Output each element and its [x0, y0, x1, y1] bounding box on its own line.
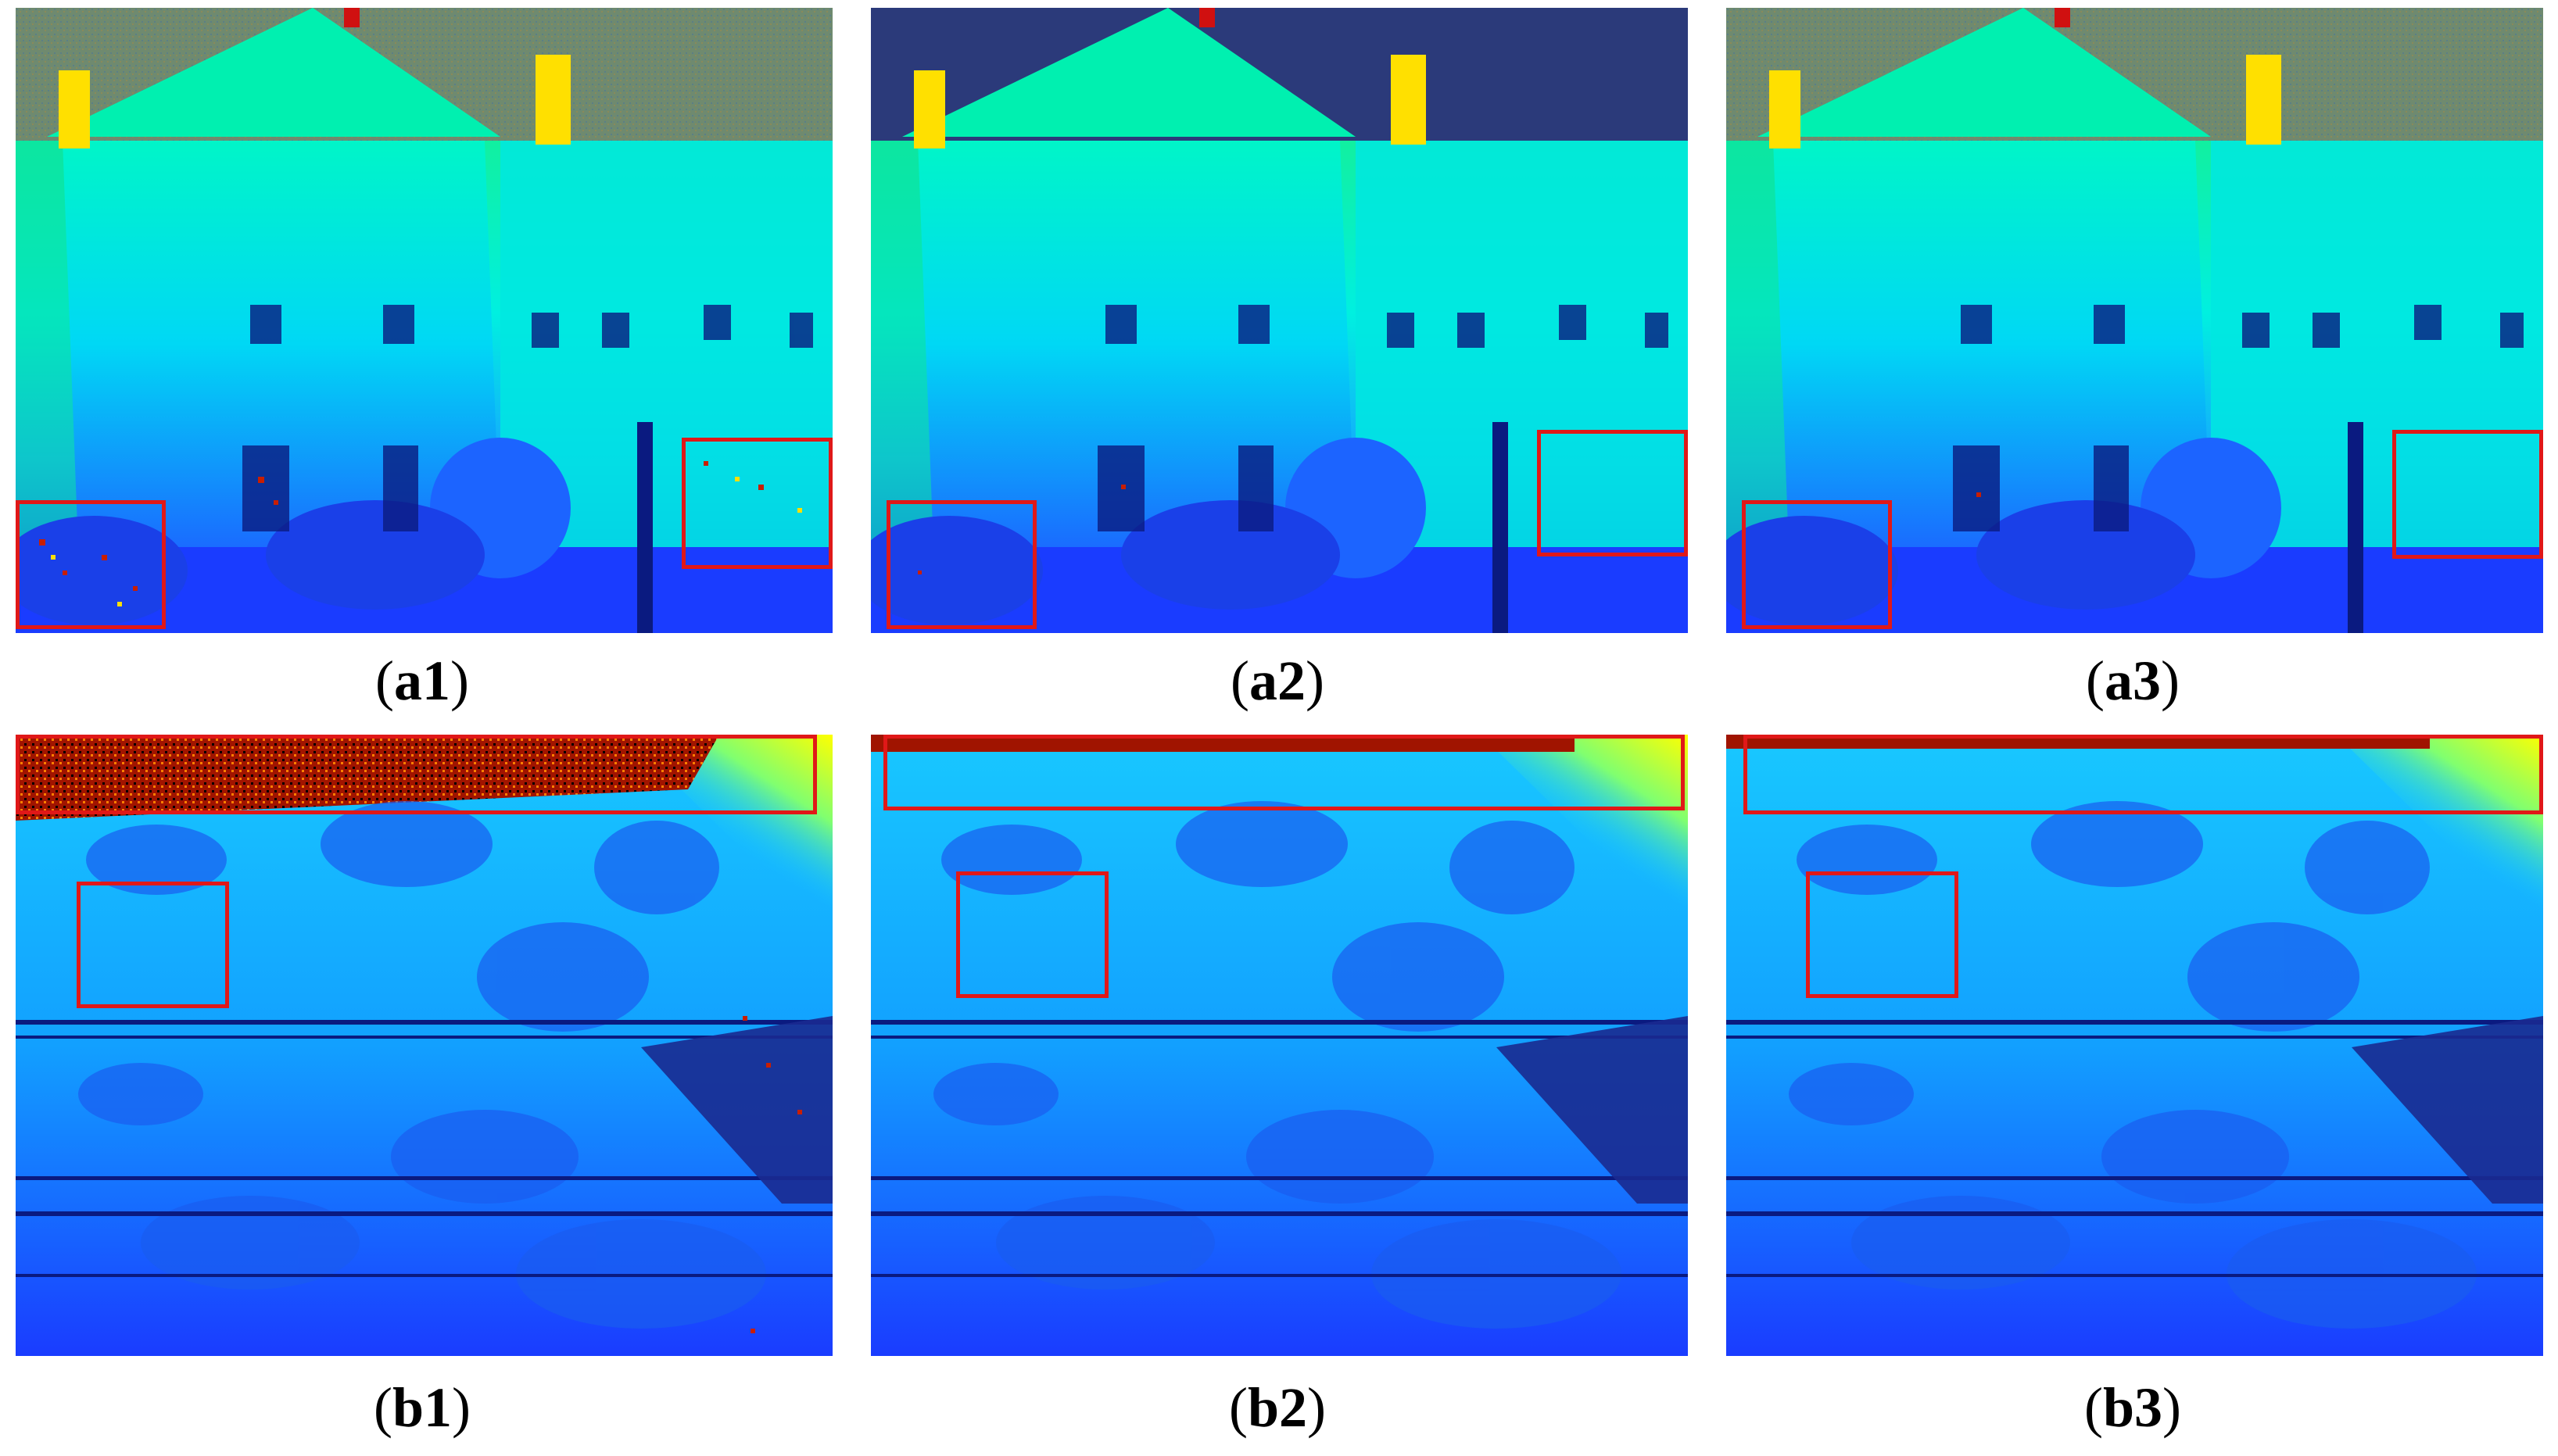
depth-map-a3 [1726, 8, 2543, 633]
caption-b3: (b3) [2083, 1376, 2181, 1439]
depth-map-b1 [16, 735, 833, 1356]
depth-map-building-a1-graphic [16, 8, 833, 633]
depth-map-bridge-b2-graphic [871, 735, 1688, 1356]
caption-label-a2: a2 [1249, 649, 1306, 712]
highlight-box-a1-right [682, 438, 833, 569]
depth-map-b3 [1726, 735, 2543, 1356]
highlight-box-b1-center [77, 882, 229, 1008]
caption-a3: (a3) [2086, 649, 2180, 712]
highlight-box-a3-right [2392, 430, 2543, 559]
highlight-box-b3-center [1806, 871, 1958, 998]
depth-map-a2 [871, 8, 1688, 633]
depth-map-bridge-b1-graphic [16, 735, 833, 1356]
depth-map-building-a2-graphic [871, 8, 1688, 633]
highlight-box-a3-left [1742, 500, 1892, 629]
caption-label-a1: a1 [394, 649, 450, 712]
caption-b1: (b1) [373, 1376, 471, 1439]
highlight-box-b3-top [1743, 735, 2543, 814]
depth-map-a1 [16, 8, 833, 633]
highlight-box-a1-left [16, 500, 166, 629]
caption-b2: (b2) [1228, 1376, 1326, 1439]
caption-a2: (a2) [1231, 649, 1324, 712]
highlight-box-b1-top [16, 735, 817, 814]
highlight-box-b2-top [883, 735, 1685, 810]
caption-label-b2: b2 [1247, 1376, 1308, 1439]
caption-label-b3: b3 [2102, 1376, 2163, 1439]
caption-label-a3: a3 [2105, 649, 2161, 712]
depth-map-building-a3-graphic [1726, 8, 2543, 633]
highlight-box-a2-left [887, 500, 1037, 629]
highlight-box-b2-center [956, 871, 1109, 998]
depth-map-b2 [871, 735, 1688, 1356]
depth-map-bridge-b3-graphic [1726, 735, 2543, 1356]
caption-a1: (a1) [375, 649, 469, 712]
caption-label-b1: b1 [392, 1376, 453, 1439]
highlight-box-a2-right [1537, 430, 1688, 556]
